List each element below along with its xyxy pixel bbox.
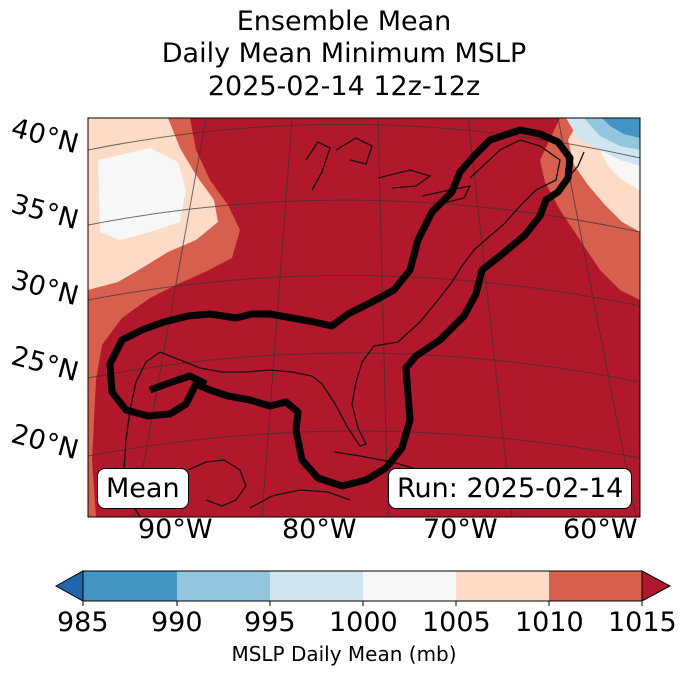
colorbar-tick-1000: 1000 — [329, 607, 398, 638]
colorbar-tick-1010: 1010 — [515, 607, 584, 638]
mean-badge: Mean — [97, 468, 189, 509]
pressure-band-995-1000-west — [98, 148, 186, 240]
map-area — [88, 118, 640, 517]
colorbar-segment-1005-1010 — [456, 571, 549, 601]
pressure-band-low-east — [602, 118, 640, 138]
run-badge: Run: 2025-02-14 — [388, 468, 633, 509]
lon-label-90w: 90°W — [138, 514, 213, 545]
lon-label-60w: 60°W — [563, 514, 638, 545]
colorbar-extend-low — [54, 570, 84, 602]
pressure-contour-1015-inner — [148, 372, 208, 394]
colorbar-segment-990-995 — [177, 571, 270, 601]
colorbar-tick-990: 990 — [151, 607, 203, 638]
colorbar-segment-1010-1015 — [549, 571, 642, 601]
colorbar-label: MSLP Daily Mean (mb) — [231, 642, 457, 666]
colorbar-segment-995-1000 — [270, 571, 363, 601]
colorbar-segment-1000-1005 — [363, 571, 456, 601]
colorbar-segment-985-990 — [83, 571, 177, 601]
colorbar-tick-985: 985 — [57, 607, 109, 638]
lon-label-80w: 80°W — [282, 514, 357, 545]
title-line-1: Ensemble Mean — [236, 6, 452, 37]
colorbar-extend-high — [641, 570, 672, 602]
pressure-contour-1015 — [106, 126, 574, 490]
colorbar — [54, 570, 672, 606]
lon-label-70w: 70°W — [423, 514, 498, 545]
colorbar-tick-1005: 1005 — [422, 607, 491, 638]
title-line-2: Daily Mean Minimum MSLP — [161, 38, 527, 69]
map-frame — [87, 117, 641, 518]
title-line-3: 2025-02-14 12z-12z — [207, 71, 481, 102]
colorbar-tick-1015: 1015 — [608, 607, 677, 638]
colorbar-tick-995: 995 — [244, 607, 296, 638]
